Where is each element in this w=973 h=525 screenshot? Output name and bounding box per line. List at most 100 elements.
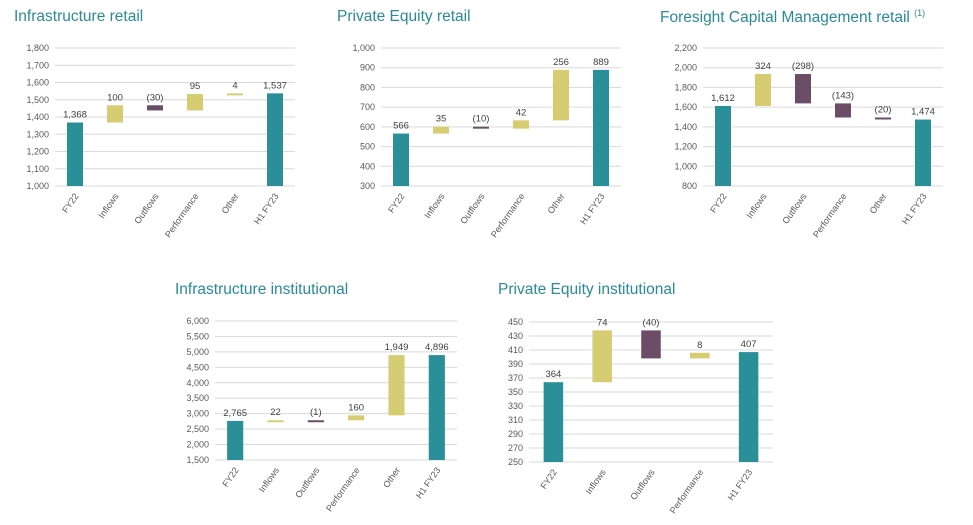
data-label: (40) <box>643 317 660 328</box>
waterfall-bar <box>348 415 365 421</box>
y-tick-label: 410 <box>508 345 523 355</box>
y-tick-label: 1,000 <box>352 43 375 53</box>
waterfall-chart: 3004005006007008009001,000566FY2235Inflo… <box>352 43 621 239</box>
waterfall-bar <box>393 133 409 186</box>
y-tick-label: 5,500 <box>186 331 209 341</box>
chart-title-footnote: (1) <box>914 8 926 18</box>
waterfall-bar <box>307 420 324 423</box>
chart-title: Private Equity retail <box>337 8 471 26</box>
y-tick-label: 330 <box>508 401 523 411</box>
waterfall-bar <box>67 122 83 186</box>
waterfall-chart: 800 1,000 1,200 1,400 1,600 1,800 2,000 2,200 1,… <box>674 43 943 239</box>
y-tick-label: 1,200 <box>26 147 49 157</box>
data-label: (298) <box>792 61 814 72</box>
y-tick-label: 1,700 <box>26 60 49 70</box>
y-tick-label: 310 <box>508 415 523 425</box>
y-tick-label: 4,500 <box>186 362 209 372</box>
y-tick-label: 3,500 <box>186 393 209 403</box>
waterfall-bar <box>513 120 529 129</box>
y-tick-label: 370 <box>508 373 523 383</box>
waterfall-bar <box>187 94 203 111</box>
waterfall-bar <box>267 93 283 186</box>
waterfall-bar <box>107 105 123 123</box>
data-label: 2,765 <box>223 408 247 419</box>
y-tick-label: 290 <box>508 429 523 439</box>
data-label: (1) <box>310 407 322 418</box>
data-label: (10) <box>473 114 490 125</box>
waterfall-bar <box>227 93 243 96</box>
data-label: (143) <box>832 90 854 101</box>
y-tick-label: 390 <box>508 359 523 369</box>
data-label: 22 <box>270 407 281 418</box>
data-label: 42 <box>516 107 527 118</box>
waterfall-bar <box>433 126 449 134</box>
waterfall-bar <box>543 382 564 462</box>
y-tick-label: 900 <box>360 63 375 73</box>
chart-title: Private Equity institutional <box>498 281 675 299</box>
data-label: 256 <box>553 57 569 68</box>
y-tick-label: 1,800 <box>674 82 697 92</box>
data-label: 1,612 <box>711 93 735 104</box>
chart-title-text: Infrastructure institutional <box>175 281 349 298</box>
waterfall-bar <box>690 352 710 359</box>
waterfall-bar <box>388 355 405 416</box>
y-tick-label: 270 <box>508 443 523 453</box>
y-tick-label: 1,800 <box>26 43 49 53</box>
y-tick-label: 1,000 <box>26 181 49 191</box>
y-tick-label: 400 <box>360 161 375 171</box>
data-label: 8 <box>697 340 702 351</box>
waterfall-bar <box>915 119 931 186</box>
y-tick-label: 1,200 <box>674 142 697 152</box>
data-label: 74 <box>597 317 608 328</box>
data-label: 35 <box>436 114 447 125</box>
data-label: 566 <box>393 121 409 132</box>
data-label: 95 <box>190 81 201 92</box>
waterfall-bar <box>428 355 445 460</box>
y-tick-label: 2,500 <box>186 424 209 434</box>
data-label: 364 <box>545 369 561 380</box>
waterfall-bar <box>593 69 609 186</box>
y-tick-label: 1,600 <box>26 78 49 88</box>
y-tick-label: 430 <box>508 331 523 341</box>
y-tick-label: 2,000 <box>186 440 209 450</box>
waterfall-bar <box>875 117 891 120</box>
data-label: 1,537 <box>263 80 287 91</box>
x-tick-label: Performance <box>811 191 849 239</box>
y-tick-label: 300 <box>360 181 375 191</box>
chart-title: Infrastructure retail <box>14 8 143 26</box>
chart-title-text: Foresight Capital Management retail <box>660 9 910 26</box>
data-label: 1,368 <box>63 110 87 121</box>
y-tick-label: 1,400 <box>26 112 49 122</box>
waterfall-chart: 250 270 290 310 330 350 370 390 410 430 450 364 FY22… <box>508 317 773 515</box>
data-label: 100 <box>107 92 123 103</box>
chart-title: Infrastructure institutional <box>175 281 348 299</box>
y-tick-label: 1,500 <box>26 95 49 105</box>
data-label: (30) <box>147 92 164 103</box>
x-tick-label: Performance <box>668 467 706 515</box>
y-tick-label: 800 <box>360 82 375 92</box>
y-tick-label: 2,000 <box>674 63 697 73</box>
data-label: (20) <box>875 104 892 115</box>
data-label: 1,949 <box>385 342 409 353</box>
y-tick-label: 800 <box>682 181 697 191</box>
x-tick-label: Outflows <box>628 467 657 502</box>
data-label: 1,474 <box>911 107 935 118</box>
y-tick-label: 600 <box>360 122 375 132</box>
data-label: 160 <box>348 402 364 413</box>
waterfall-bar <box>738 352 759 462</box>
y-tick-label: 700 <box>360 102 375 112</box>
y-tick-label: 500 <box>360 142 375 152</box>
waterfall-bar <box>227 420 244 460</box>
waterfall-bar <box>795 74 811 104</box>
data-label: 4 <box>232 80 237 91</box>
y-tick-label: 1,500 <box>186 455 209 465</box>
data-label: 407 <box>741 339 757 350</box>
y-tick-label: 6,000 <box>186 316 209 326</box>
y-tick-label: 5,000 <box>186 347 209 357</box>
y-tick-label: 4,000 <box>186 378 209 388</box>
y-tick-label: 1,600 <box>674 102 697 112</box>
x-tick-label: H1 FY23 <box>726 467 755 502</box>
y-tick-label: 1,000 <box>674 161 697 171</box>
y-tick-label: 1,300 <box>26 129 49 139</box>
waterfall-chart: 1,000 1,100 1,200 1,300 1,400 1,500 1,600 1,700… <box>26 43 295 239</box>
